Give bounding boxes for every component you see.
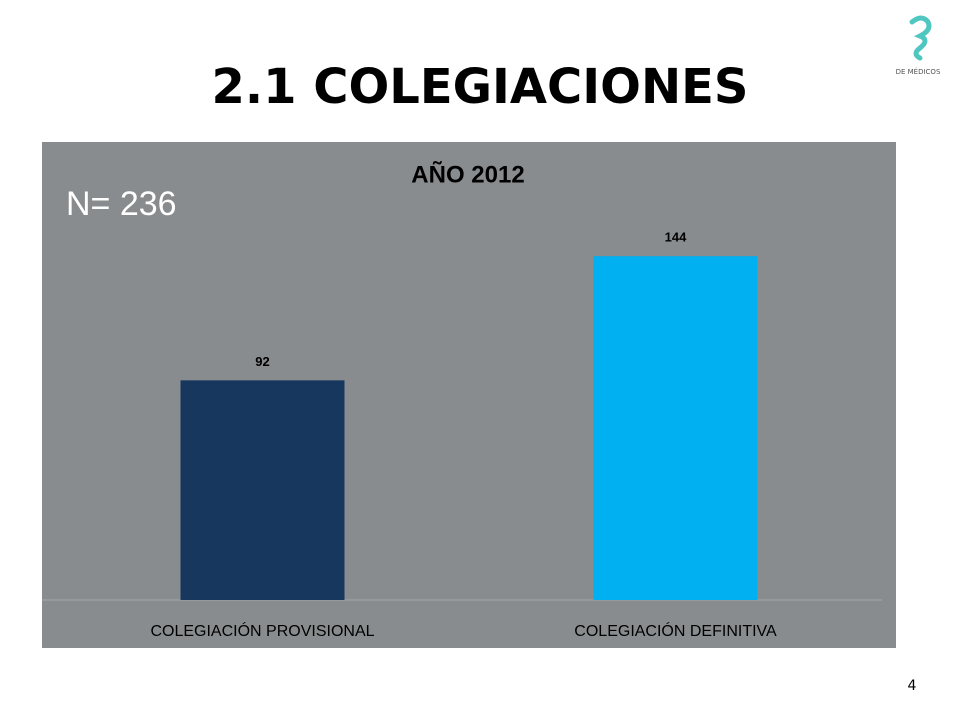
logo: DE MÉDICOS xyxy=(896,15,941,76)
page-number: 4 xyxy=(908,678,917,694)
data-label: 92 xyxy=(255,354,269,369)
x-tick-label: COLEGIACIÓN DEFINITIVA xyxy=(574,621,777,640)
logo-mark xyxy=(909,15,932,61)
slide-title: 2.1 COLEGIACIONES xyxy=(212,59,749,115)
data-label: 144 xyxy=(665,230,687,245)
x-tick-label: COLEGIACIÓN PROVISIONAL xyxy=(150,621,374,640)
plot: COLEGIACIÓN PROVISIONAL 92 COLEGIACIÓN DEF… xyxy=(150,230,777,641)
bar xyxy=(180,380,345,600)
logo-text: DE MÉDICOS xyxy=(896,67,941,76)
annotation: N= 236 xyxy=(66,185,177,223)
bar xyxy=(593,256,758,600)
chart-title: AÑO 2012 xyxy=(411,160,524,188)
